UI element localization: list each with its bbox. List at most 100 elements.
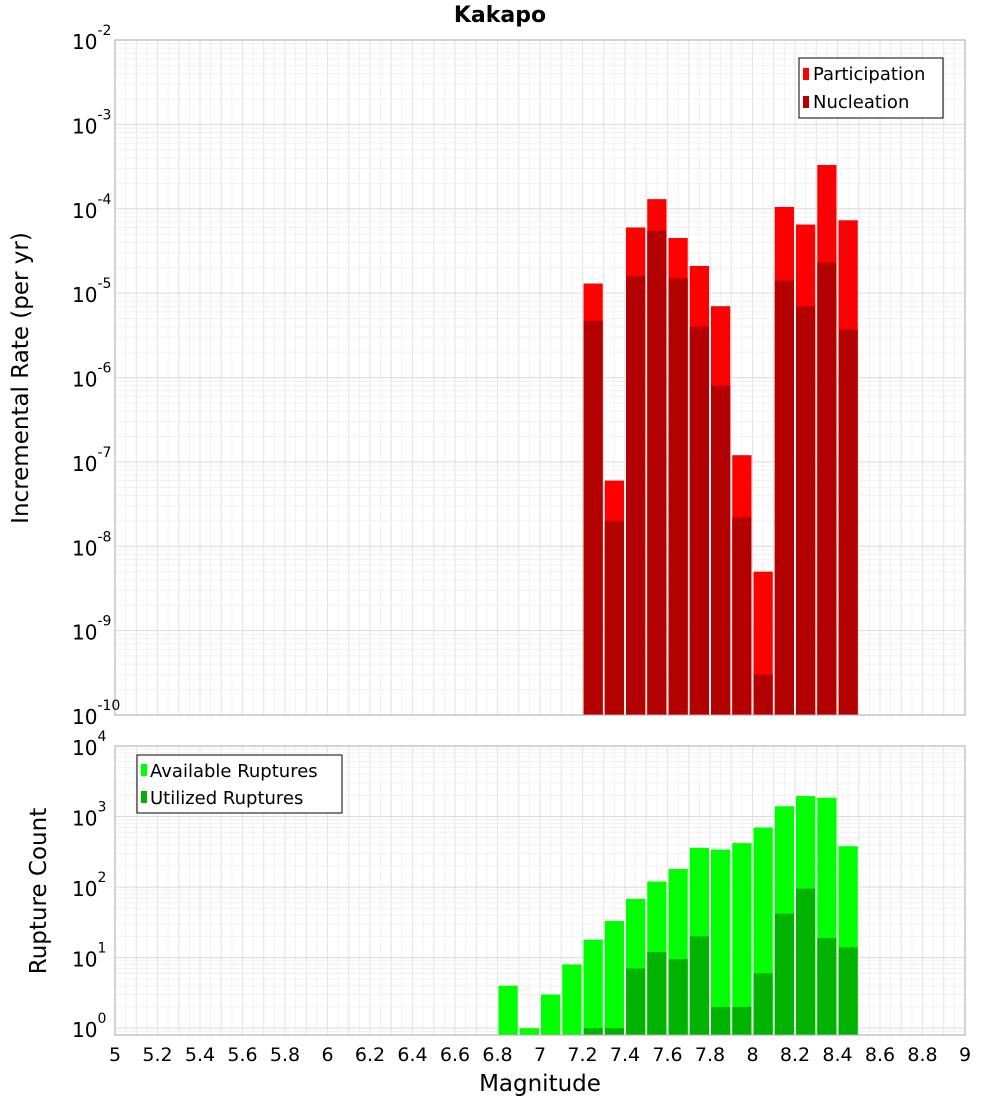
count-legend: Available Ruptures Utilized Ruptures bbox=[136, 754, 343, 814]
count-bar-utilized-ruptures bbox=[668, 959, 688, 1035]
legend-swatch-available bbox=[141, 764, 147, 776]
count-y-tick-exponent: 3 bbox=[97, 800, 106, 816]
x-tick-label: 8 bbox=[746, 1044, 758, 1066]
rate-legend-box bbox=[798, 57, 944, 119]
count-y-tick-exponent: 0 bbox=[97, 1011, 106, 1027]
rate-y-tick-label: 10-8 bbox=[72, 529, 111, 560]
x-tick-label: 5 bbox=[109, 1044, 121, 1066]
chart-title: Kakapo bbox=[454, 3, 546, 28]
count-bar-utilized-ruptures bbox=[796, 888, 816, 1035]
x-axis-label: Magnitude bbox=[479, 1071, 601, 1097]
count-y-tick-label: 104 bbox=[72, 729, 106, 760]
legend-label-nucleation: Nucleation bbox=[813, 92, 909, 113]
x-tick-label: 9 bbox=[959, 1044, 971, 1066]
legend-swatch-utilized bbox=[141, 791, 147, 803]
x-tick-label: 7.8 bbox=[695, 1044, 725, 1066]
rate-plot-frame bbox=[114, 39, 966, 716]
x-tick-label: 6.6 bbox=[440, 1044, 470, 1066]
rate-bar-nucleation bbox=[753, 674, 773, 715]
rate-bar-nucleation bbox=[838, 329, 858, 715]
x-tick-label: 6.4 bbox=[397, 1044, 427, 1066]
count-bar-utilized-ruptures bbox=[626, 968, 646, 1035]
x-tick-label: 5.6 bbox=[227, 1044, 257, 1066]
x-tick-label: 7.6 bbox=[652, 1044, 682, 1066]
x-tick-label: 6.2 bbox=[355, 1044, 385, 1066]
rate-bar-nucleation bbox=[689, 326, 709, 715]
count-y-tick-label: 102 bbox=[72, 870, 106, 901]
rate-bar-nucleation bbox=[817, 262, 837, 715]
rate-y-tick-label: 10-3 bbox=[72, 107, 111, 138]
count-bar-utilized-ruptures bbox=[838, 947, 858, 1035]
count-bar-available-ruptures bbox=[498, 985, 518, 1035]
rate-bar-nucleation bbox=[732, 517, 752, 715]
legend-swatch-nucleation bbox=[803, 96, 809, 108]
count-y-tick-exponent: 4 bbox=[97, 729, 106, 745]
rate-y-ticks: 10-2 10-3 10-4 10-5 10-6 10-7 10-8 10-9 10-10 bbox=[72, 23, 120, 729]
count-bar-utilized-ruptures bbox=[711, 1006, 731, 1035]
rate-y-tick-exponent: -3 bbox=[97, 107, 111, 123]
rate-y-tick-label: 10-10 bbox=[72, 698, 120, 729]
count-bar-available-ruptures bbox=[562, 964, 582, 1035]
rate-bar-nucleation bbox=[604, 520, 624, 715]
rate-legend: Participation Nucleation bbox=[798, 57, 944, 119]
rate-y-tick-exponent: -6 bbox=[97, 361, 111, 377]
count-bar-utilized-ruptures bbox=[647, 952, 667, 1035]
rate-bar-nucleation bbox=[583, 320, 603, 715]
rate-y-tick-label: 10-6 bbox=[72, 361, 112, 392]
x-tick-label: 8.2 bbox=[780, 1044, 810, 1066]
x-tick-label: 8.6 bbox=[865, 1044, 895, 1066]
count-bar-utilized-ruptures bbox=[753, 973, 773, 1035]
rate-grid bbox=[114, 39, 966, 716]
rate-bar-nucleation bbox=[647, 230, 667, 715]
x-tick-label: 7 bbox=[534, 1044, 546, 1066]
count-y-axis-label: Rupture Count bbox=[26, 808, 52, 974]
count-y-tick-label: 100 bbox=[72, 1011, 106, 1042]
rate-bar-nucleation bbox=[626, 275, 646, 715]
rate-y-tick-exponent: -7 bbox=[97, 445, 111, 461]
x-tick-label: 6 bbox=[321, 1044, 333, 1066]
count-legend-box bbox=[136, 754, 343, 814]
count-plot-frame bbox=[114, 745, 966, 1036]
x-tick-label: 5.2 bbox=[142, 1044, 172, 1066]
count-bar-utilized-ruptures bbox=[817, 937, 837, 1035]
rate-bars bbox=[583, 165, 858, 716]
count-y-tick-label: 103 bbox=[72, 800, 106, 831]
rate-bar-nucleation bbox=[774, 280, 794, 715]
rate-y-tick-exponent: -10 bbox=[97, 698, 120, 714]
legend-label-participation: Participation bbox=[813, 64, 925, 85]
count-y-tick-label: 101 bbox=[72, 941, 106, 972]
count-bar-utilized-ruptures bbox=[583, 1028, 603, 1035]
x-tick-label: 6.8 bbox=[482, 1044, 512, 1066]
rate-y-tick-exponent: -4 bbox=[97, 192, 111, 208]
legend-label-utilized: Utilized Ruptures bbox=[150, 788, 303, 809]
legend-swatch-participation bbox=[803, 68, 809, 80]
count-y-tick-exponent: 1 bbox=[97, 941, 106, 957]
count-bar-available-ruptures bbox=[583, 939, 603, 1035]
count-bar-utilized-ruptures bbox=[689, 936, 709, 1035]
rate-y-tick-exponent: -8 bbox=[97, 529, 111, 545]
count-bar-utilized-ruptures bbox=[732, 1006, 752, 1035]
count-bar-available-ruptures bbox=[519, 1028, 539, 1035]
rate-y-tick-exponent: -9 bbox=[97, 614, 111, 630]
count-bar-utilized-ruptures bbox=[604, 1028, 624, 1035]
rate-plot: 10-2 10-3 10-4 10-5 10-6 10-7 10-8 10-9 10-10 In… bbox=[8, 23, 966, 729]
rate-y-axis-label: Incremental Rate (per yr) bbox=[8, 232, 34, 524]
legend-label-available: Available Ruptures bbox=[150, 761, 318, 782]
rate-bar-nucleation bbox=[711, 385, 731, 715]
x-tick-label: 5.8 bbox=[270, 1044, 300, 1066]
rate-y-tick-label: 10-2 bbox=[72, 23, 111, 54]
rate-y-tick-label: 10-4 bbox=[72, 192, 112, 223]
rate-bar-nucleation bbox=[668, 278, 688, 715]
count-x-ticks: 5 5.2 5.4 5.6 5.8 6 6.2 6.4 6.6 6.8 7 7.2 7.4 7.6 7.8 8… bbox=[109, 1044, 971, 1066]
count-y-tick-exponent: 2 bbox=[97, 870, 106, 886]
count-bar-available-ruptures bbox=[732, 843, 752, 1035]
count-bars bbox=[498, 796, 858, 1035]
rate-y-tick-exponent: -5 bbox=[97, 276, 111, 292]
x-tick-label: 8.4 bbox=[822, 1044, 852, 1066]
x-tick-label: 7.4 bbox=[610, 1044, 640, 1066]
rate-y-tick-label: 10-9 bbox=[72, 614, 111, 645]
rate-y-tick-label: 10-7 bbox=[72, 445, 111, 476]
